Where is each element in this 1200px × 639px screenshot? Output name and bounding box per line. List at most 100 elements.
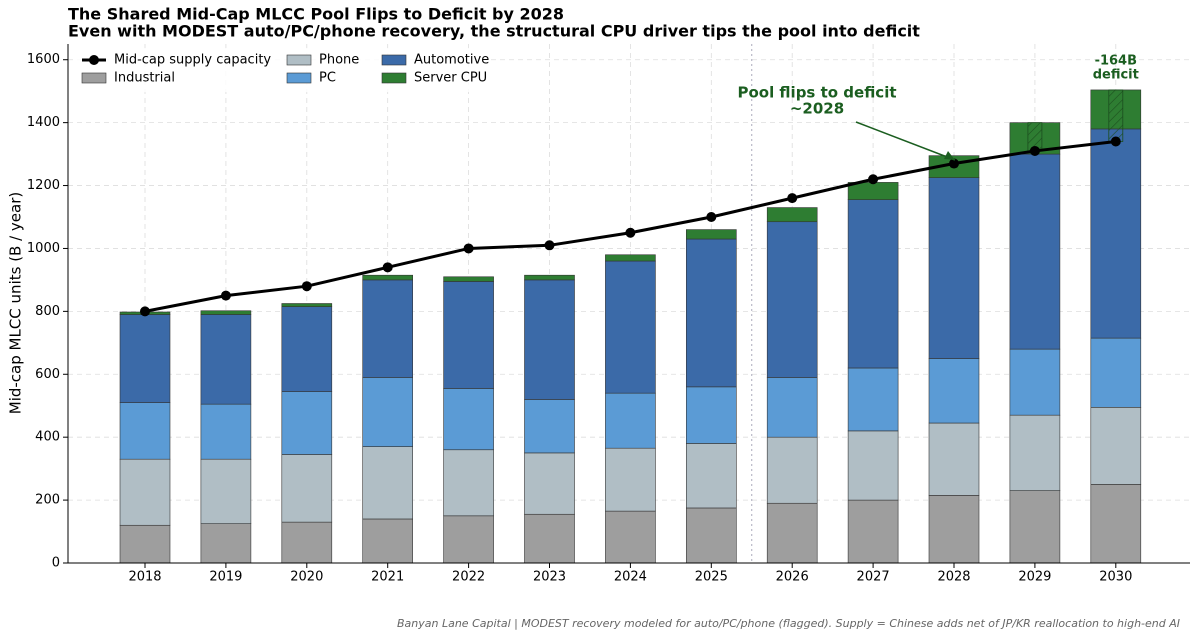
bar-segment xyxy=(1090,128,1142,339)
bar-segment xyxy=(685,386,737,444)
bar-segment xyxy=(443,449,494,517)
y-tick-label: 200 xyxy=(35,493,60,508)
y-tick-label: 1400 xyxy=(27,115,60,130)
legend-label: Phone xyxy=(319,53,359,68)
deficit-hatch xyxy=(1108,89,1124,142)
bar-segment xyxy=(766,221,818,378)
bar-segment xyxy=(847,430,899,501)
footer: Banyan Lane Capital | MODEST recovery mo… xyxy=(397,617,1180,630)
bar-segment xyxy=(362,518,414,564)
bar-segment xyxy=(524,399,575,454)
bar-segment xyxy=(1009,490,1061,564)
bar-segment xyxy=(200,403,252,460)
bar-segment xyxy=(119,402,171,460)
supply-point xyxy=(382,262,393,273)
bar-segment xyxy=(1009,414,1061,491)
bar-segment xyxy=(362,279,414,378)
legend-label: Server CPU xyxy=(414,71,487,86)
bar-segment xyxy=(685,443,737,509)
bar-segment xyxy=(281,391,333,455)
bar-segment xyxy=(847,182,899,200)
supply-point xyxy=(868,174,879,185)
legend-label: Automotive xyxy=(414,53,489,68)
bar-segment xyxy=(443,276,494,282)
annotation-arrowhead xyxy=(944,151,955,160)
supply-point xyxy=(625,227,636,238)
x-tick-label: 2018 xyxy=(128,570,161,585)
supply-point xyxy=(140,306,150,317)
bar-segment xyxy=(928,495,980,564)
x-tick-label: 2024 xyxy=(614,570,647,585)
annotation: ~2028 xyxy=(790,100,844,118)
bar-segment xyxy=(200,458,252,524)
y-tick-label: 800 xyxy=(35,304,60,319)
bar-segment xyxy=(847,499,899,564)
bar-segment xyxy=(605,254,656,262)
bar-segment xyxy=(847,367,899,432)
bar-segment xyxy=(200,523,252,564)
supply-point xyxy=(463,243,474,254)
bar-segment xyxy=(119,458,171,526)
bar-segment xyxy=(928,422,980,496)
x-tick-label: 2025 xyxy=(695,570,728,585)
bar-segment xyxy=(605,447,656,512)
bar-segment xyxy=(362,274,414,281)
bar-segment xyxy=(605,392,656,449)
bar-segment xyxy=(443,281,494,389)
bar-segment xyxy=(443,388,494,451)
y-tick-label: 0 xyxy=(52,556,60,571)
y-tick-label: 600 xyxy=(35,367,60,382)
y-tick-label: 400 xyxy=(35,430,60,445)
bar-segment xyxy=(200,310,252,315)
chart-title: The Shared Mid-Cap MLCC Pool Flips to De… xyxy=(68,5,564,24)
bar-segment xyxy=(200,314,252,405)
legend-label: Industrial xyxy=(114,71,175,86)
bar-segment xyxy=(1090,484,1142,564)
x-tick-label: 2030 xyxy=(1099,570,1132,585)
supply-point xyxy=(301,281,312,292)
bar-segment xyxy=(524,513,575,564)
supply-point xyxy=(1029,145,1040,156)
legend: Mid-cap supply capacity Industrial Phone PC… xyxy=(74,48,489,92)
bar-segment xyxy=(281,303,333,307)
x-tick-label: 2022 xyxy=(452,570,485,585)
annotation: -164B xyxy=(1095,54,1137,69)
x-tick-label: 2020 xyxy=(290,570,323,585)
supply-point xyxy=(787,193,798,204)
supply-point xyxy=(220,290,231,301)
bar-segment xyxy=(685,229,737,240)
annotation-arrow xyxy=(855,121,956,161)
x-tick-label: 2029 xyxy=(1018,570,1051,585)
x-tick-label: 2021 xyxy=(371,570,404,585)
bar-segment xyxy=(362,377,414,447)
bar-segment xyxy=(119,314,171,403)
y-axis-label: Mid-cap MLCC units (B / year) xyxy=(7,192,25,414)
x-tick-label: 2019 xyxy=(209,570,242,585)
legend-label: PC xyxy=(319,71,336,86)
bar-segment xyxy=(281,454,333,523)
y-tick-label: 1200 xyxy=(27,178,60,193)
bar-segment xyxy=(605,510,656,564)
bar-segment xyxy=(1090,406,1142,485)
supply-point xyxy=(949,158,959,169)
bar-segment xyxy=(605,260,656,394)
x-tick-label: 2026 xyxy=(776,570,809,585)
legend-marker xyxy=(89,55,99,65)
bar-segment xyxy=(281,306,333,392)
bar-segment xyxy=(362,446,414,520)
supply-point xyxy=(1110,136,1121,147)
bar-segment xyxy=(847,199,899,369)
bar-segment xyxy=(766,377,818,438)
legend-swatch xyxy=(286,72,312,84)
legend-swatch xyxy=(381,54,407,66)
bar-segment xyxy=(524,452,575,515)
legend-label: Mid-cap supply capacity xyxy=(114,53,271,68)
bar-segment xyxy=(766,436,818,504)
bar-segment xyxy=(928,358,980,424)
bar-segment xyxy=(524,274,575,281)
supply-point xyxy=(706,212,717,222)
legend-frame xyxy=(74,48,488,92)
legend-swatch xyxy=(286,54,312,66)
y-tick-label: 1600 xyxy=(27,52,60,67)
